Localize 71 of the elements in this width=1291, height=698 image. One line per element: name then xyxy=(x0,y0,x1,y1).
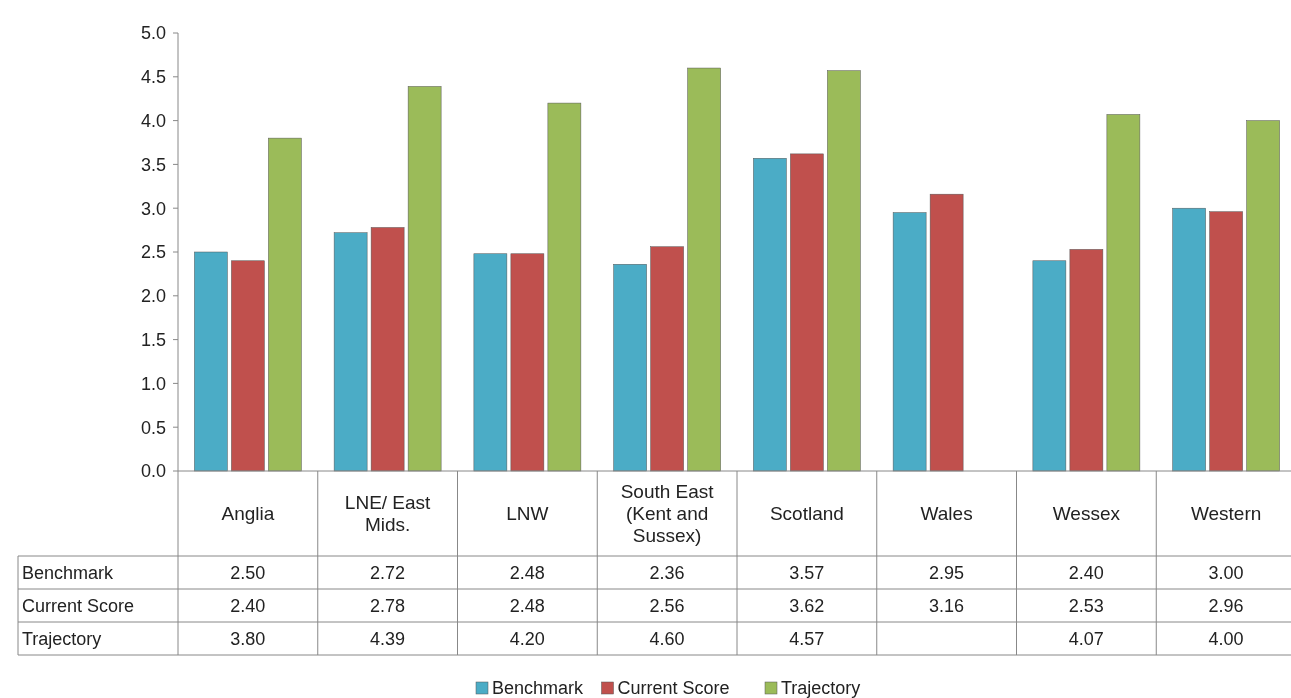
bar xyxy=(231,260,265,472)
data-label: 2.72 xyxy=(370,562,406,583)
y-tick-label: 4.5 xyxy=(140,67,166,88)
bar xyxy=(268,137,302,472)
data-label: 3.00 xyxy=(1208,562,1244,583)
bar xyxy=(333,232,368,472)
legend-label: Benchmark xyxy=(492,678,585,698)
data-label: 2.48 xyxy=(509,562,545,583)
y-tick-label: 0.5 xyxy=(140,417,166,438)
data-label: 4.00 xyxy=(1208,628,1244,649)
data-label: 3.57 xyxy=(789,562,825,583)
bar xyxy=(892,212,927,472)
data-label: 3.80 xyxy=(230,628,266,649)
bar xyxy=(1172,207,1206,472)
legend-label: Current Score xyxy=(617,678,730,698)
data-label: 4.39 xyxy=(370,628,406,649)
bar xyxy=(650,246,684,472)
data-label: 2.53 xyxy=(1068,595,1104,616)
y-tick-label: 0.0 xyxy=(140,461,166,482)
data-label: 2.96 xyxy=(1208,595,1244,616)
data-label: 4.60 xyxy=(649,628,685,649)
bar xyxy=(407,86,442,472)
legend-label: Trajectory xyxy=(781,678,861,698)
y-tick-label: 2.5 xyxy=(140,242,166,263)
y-tick-label: 1.5 xyxy=(140,329,166,350)
text: Trajectory xyxy=(22,628,102,649)
data-label: 2.95 xyxy=(929,562,965,583)
bar xyxy=(1069,249,1104,472)
bar xyxy=(194,251,228,472)
data-label: 3.16 xyxy=(929,595,965,616)
data-label: 4.20 xyxy=(509,628,545,649)
bar xyxy=(370,227,405,472)
data-label: 3.62 xyxy=(789,595,825,616)
x-tick-label: Wales xyxy=(920,503,973,525)
x-tick-label: South East (Kent and Sussex) xyxy=(620,481,715,547)
x-tick-label: LNW xyxy=(506,503,549,525)
text: Current Score xyxy=(22,595,135,616)
bar xyxy=(790,153,824,472)
data-label: 4.07 xyxy=(1068,628,1104,649)
x-tick-label: Western xyxy=(1190,503,1262,525)
bar xyxy=(473,253,508,472)
data-label: 2.50 xyxy=(230,562,266,583)
x-tick-label: Anglia xyxy=(221,503,275,525)
bar xyxy=(547,102,582,472)
bar xyxy=(1209,211,1243,472)
data-label: 2.56 xyxy=(649,595,685,616)
x-tick-label: LNE/ East Mids. xyxy=(344,492,432,536)
y-tick-label: 3.5 xyxy=(140,154,166,175)
y-tick-label: 1.0 xyxy=(140,373,166,394)
y-tick-label: 2.0 xyxy=(140,286,166,307)
bar xyxy=(1032,260,1067,472)
data-label: 2.78 xyxy=(370,595,406,616)
bar xyxy=(613,264,647,472)
data-label: 2.40 xyxy=(230,595,266,616)
x-tick-label: Wessex xyxy=(1052,503,1121,525)
data-label: 2.48 xyxy=(509,595,545,616)
bar xyxy=(929,193,964,472)
x-tick-label: Scotland xyxy=(769,503,844,525)
bar xyxy=(510,253,545,472)
data-label: 2.36 xyxy=(649,562,685,583)
y-tick-label: 3.0 xyxy=(140,198,166,219)
bar xyxy=(827,70,861,472)
bar xyxy=(753,158,787,472)
text: Benchmark xyxy=(22,562,114,583)
bar xyxy=(1106,114,1141,472)
y-tick-label: 4.0 xyxy=(140,110,166,131)
bar xyxy=(1246,120,1280,472)
data-label: 4.57 xyxy=(789,628,825,649)
data-label: 2.40 xyxy=(1068,562,1104,583)
bar xyxy=(687,67,721,472)
y-tick-label: 5.0 xyxy=(140,23,166,44)
